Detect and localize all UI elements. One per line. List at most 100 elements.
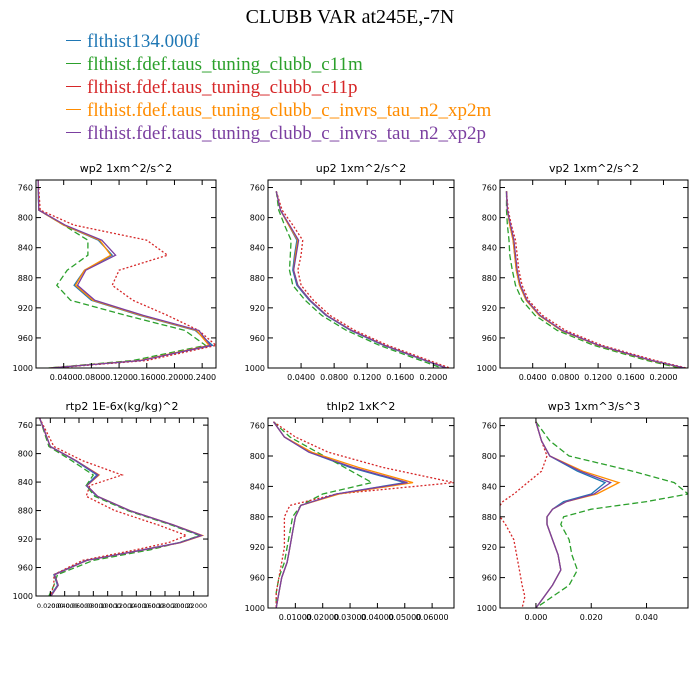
y-tick-label: 840 (482, 244, 497, 253)
x-tick-label: 0.20000 (166, 602, 193, 610)
y-tick-label: 880 (18, 507, 33, 516)
x-tick-label: 0.1200 (105, 373, 133, 382)
legend-label: flthist.fdef.taus_tuning_clubb_c11p (87, 77, 358, 98)
series-line (535, 421, 688, 608)
x-tick-label: 0.1600 (386, 373, 414, 382)
legend-item: flthist.fdef.taus_tuning_clubb_c11p (66, 76, 491, 99)
x-tick-label: 0.0800 (77, 373, 105, 382)
panel-title: wp2 1xm^2/s^2 (80, 162, 173, 175)
x-tick-label: 0.1200 (584, 373, 612, 382)
y-tick-label: 920 (482, 304, 497, 313)
x-tick-label: 0.06000 (66, 602, 93, 610)
y-tick-label: 760 (482, 184, 497, 193)
y-tick-label: 960 (482, 334, 497, 343)
series-line (275, 191, 447, 368)
x-tick-label: 0.1200 (353, 373, 381, 382)
series-line (275, 191, 446, 368)
series-line (505, 191, 685, 368)
y-tick-label: 800 (482, 452, 497, 461)
y-tick-label: 920 (250, 543, 265, 552)
series-line (37, 180, 208, 368)
x-tick-label: 0.0800 (551, 373, 579, 382)
y-tick-label: 840 (482, 482, 497, 491)
series-line (37, 180, 214, 368)
series-line (272, 421, 408, 608)
plot-frame (267, 179, 455, 369)
y-tick-label: 880 (482, 274, 497, 283)
y-tick-label: 840 (250, 244, 265, 253)
chart-panel: vp2 1xm^2/s^2 760 800 840 880 920 960 1000 0.040… (477, 162, 689, 382)
x-tick-label: 0.020 (580, 613, 603, 622)
panel-title: wp3 1xm^3/s^3 (548, 400, 641, 413)
y-tick-label: 1000 (13, 364, 33, 373)
series-line (505, 191, 685, 368)
y-tick-label: 800 (18, 450, 33, 459)
plot-frame (35, 179, 217, 369)
figure-title: CLUBB VAR at245E,-7N (245, 6, 455, 28)
series-line (275, 191, 447, 368)
x-tick-label: 0.18000 (152, 602, 179, 610)
x-tick-label: 0.08000 (80, 602, 107, 610)
y-tick-label: 1000 (13, 592, 33, 601)
y-tick-label: 880 (250, 274, 265, 283)
series-line (505, 191, 687, 368)
x-tick-label: 0.02000 (306, 613, 339, 622)
y-tick-label: 920 (482, 543, 497, 552)
plot-frame (499, 417, 689, 609)
y-tick-label: 800 (482, 214, 497, 223)
legend-item: flthist134.000f (66, 30, 491, 53)
x-tick-label: 0.2400 (188, 373, 216, 382)
y-tick-label: 840 (18, 478, 33, 487)
x-tick-label: 0.05000 (388, 613, 421, 622)
y-tick-label: 1000 (477, 604, 497, 613)
y-tick-label: 880 (18, 274, 33, 283)
legend-swatch (66, 40, 81, 42)
legend-label: flthist.fdef.taus_tuning_clubb_c_invrs_t… (87, 100, 492, 121)
chart-panel: up2 1xm^2/s^2 760 800 840 880 920 960 1000 0.040… (245, 162, 455, 382)
x-tick-label: 0.04000 (51, 602, 78, 610)
legend-label: flthist.fdef.taus_tuning_clubb_c_invrs_t… (87, 123, 486, 144)
y-tick-label: 960 (250, 574, 265, 583)
y-tick-label: 760 (18, 184, 33, 193)
chart-panel: wp3 1xm^3/s^3 760 800 840 880 920 960 1000 0.000… (477, 400, 689, 622)
y-tick-label: 1000 (477, 364, 497, 373)
y-tick-label: 880 (250, 513, 265, 522)
y-tick-label: 760 (18, 421, 33, 430)
y-tick-label: 800 (18, 214, 33, 223)
x-tick-label: 0.03000 (334, 613, 367, 622)
x-tick-label: 0.0400 (287, 373, 315, 382)
chart-panel: thlp2 1xK^2 760 800 840 880 920 960 1000 0.01000… (245, 400, 455, 622)
x-tick-label: 0.0800 (320, 373, 348, 382)
chart-panel: wp2 1xm^2/s^2 760 800 840 880 920 960 1000 0.040… (13, 162, 217, 382)
x-tick-label: 0.2000 (649, 373, 677, 382)
y-tick-label: 920 (250, 304, 265, 313)
y-tick-label: 960 (18, 564, 33, 573)
series-line (500, 421, 548, 608)
legend-label: flthist134.000f (87, 31, 200, 52)
series-line (37, 180, 211, 368)
series-line (273, 421, 454, 608)
series-line (275, 191, 442, 368)
y-tick-label: 920 (18, 535, 33, 544)
series-line (275, 191, 451, 368)
legend-label: flthist.fdef.taus_tuning_clubb_c11m (87, 54, 363, 75)
x-tick-label: 0.2000 (419, 373, 447, 382)
legend-swatch (66, 86, 81, 88)
series-line (38, 418, 202, 596)
y-tick-label: 800 (250, 214, 265, 223)
legend-swatch (66, 63, 81, 65)
series-line (505, 191, 685, 368)
panel-title: vp2 1xm^2/s^2 (549, 162, 639, 175)
series-line (535, 421, 612, 608)
panel-title: thlp2 1xK^2 (327, 400, 396, 413)
x-tick-label: 0.10000 (94, 602, 121, 610)
x-tick-label: 0.000 (524, 613, 547, 622)
x-tick-label: 0.040 (635, 613, 658, 622)
y-tick-label: 840 (250, 482, 265, 491)
x-tick-label: 0.1600 (617, 373, 645, 382)
legend-swatch (66, 109, 81, 111)
legend-item: flthist.fdef.taus_tuning_clubb_c11m (66, 53, 491, 76)
y-tick-label: 760 (250, 184, 265, 193)
panel-title: up2 1xm^2/s^2 (316, 162, 407, 175)
